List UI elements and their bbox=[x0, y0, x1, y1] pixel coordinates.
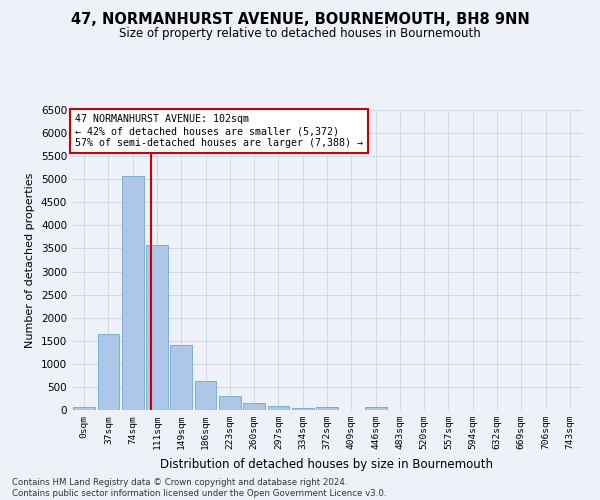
Text: 47, NORMANHURST AVENUE, BOURNEMOUTH, BH8 9NN: 47, NORMANHURST AVENUE, BOURNEMOUTH, BH8… bbox=[71, 12, 529, 28]
Bar bbox=[194, 382, 217, 410]
X-axis label: Distribution of detached houses by size in Bournemouth: Distribution of detached houses by size … bbox=[161, 458, 493, 470]
Bar bbox=[243, 404, 265, 410]
Bar bbox=[365, 407, 386, 410]
Bar bbox=[170, 345, 192, 410]
Text: Contains HM Land Registry data © Crown copyright and database right 2024.
Contai: Contains HM Land Registry data © Crown c… bbox=[12, 478, 386, 498]
Text: 47 NORMANHURST AVENUE: 102sqm
← 42% of detached houses are smaller (5,372)
57% o: 47 NORMANHURST AVENUE: 102sqm ← 42% of d… bbox=[74, 114, 362, 148]
Bar bbox=[316, 407, 338, 410]
Bar bbox=[292, 408, 314, 410]
Y-axis label: Number of detached properties: Number of detached properties bbox=[25, 172, 35, 348]
Bar bbox=[146, 245, 168, 410]
Bar bbox=[122, 176, 143, 410]
Bar bbox=[73, 407, 95, 410]
Bar bbox=[97, 334, 119, 410]
Bar bbox=[268, 406, 289, 410]
Bar bbox=[219, 396, 241, 410]
Text: Size of property relative to detached houses in Bournemouth: Size of property relative to detached ho… bbox=[119, 28, 481, 40]
